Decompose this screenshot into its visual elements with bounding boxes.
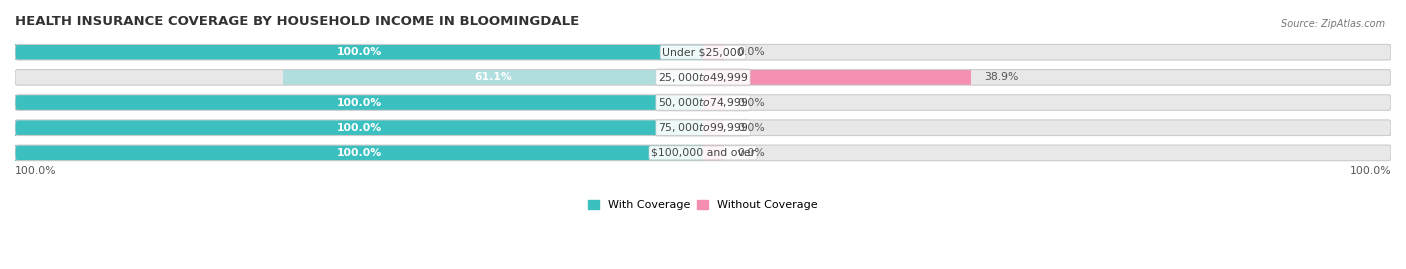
Text: 100.0%: 100.0% [15, 166, 56, 176]
Bar [15, 44, 703, 60]
Text: 100.0%: 100.0% [336, 123, 381, 133]
Bar [15, 95, 703, 110]
Legend: With Coverage, Without Coverage: With Coverage, Without Coverage [588, 200, 818, 211]
Text: $50,000 to $74,999: $50,000 to $74,999 [658, 96, 748, 109]
Text: 0.0%: 0.0% [737, 47, 765, 57]
Text: 0.0%: 0.0% [737, 98, 765, 108]
Bar [15, 145, 703, 161]
Bar [15, 145, 703, 161]
Text: 38.9%: 38.9% [984, 72, 1019, 82]
Text: 61.1%: 61.1% [474, 72, 512, 82]
Bar [703, 95, 1391, 110]
Text: 100.0%: 100.0% [336, 47, 381, 57]
Text: Source: ZipAtlas.com: Source: ZipAtlas.com [1281, 19, 1385, 29]
Bar [15, 120, 703, 136]
Bar [703, 120, 724, 136]
Text: 100.0%: 100.0% [336, 98, 381, 108]
Bar [15, 44, 703, 60]
Text: 0.0%: 0.0% [737, 148, 765, 158]
Bar [703, 70, 1391, 85]
Bar [703, 120, 1391, 136]
Text: $100,000 and over: $100,000 and over [651, 148, 755, 158]
Text: 0.0%: 0.0% [737, 123, 765, 133]
Bar [15, 95, 703, 110]
Bar [703, 44, 724, 60]
Text: 100.0%: 100.0% [336, 148, 381, 158]
Bar [703, 44, 1391, 60]
Bar [703, 145, 1391, 161]
Text: $25,000 to $49,999: $25,000 to $49,999 [658, 71, 748, 84]
Text: HEALTH INSURANCE COVERAGE BY HOUSEHOLD INCOME IN BLOOMINGDALE: HEALTH INSURANCE COVERAGE BY HOUSEHOLD I… [15, 15, 579, 28]
Bar [283, 70, 703, 85]
Bar [15, 120, 703, 136]
Bar [703, 95, 724, 110]
Text: $75,000 to $99,999: $75,000 to $99,999 [658, 121, 748, 134]
Bar [703, 145, 724, 161]
Bar [15, 70, 703, 85]
Text: Under $25,000: Under $25,000 [662, 47, 744, 57]
Bar [703, 70, 970, 85]
Text: 100.0%: 100.0% [1350, 166, 1391, 176]
